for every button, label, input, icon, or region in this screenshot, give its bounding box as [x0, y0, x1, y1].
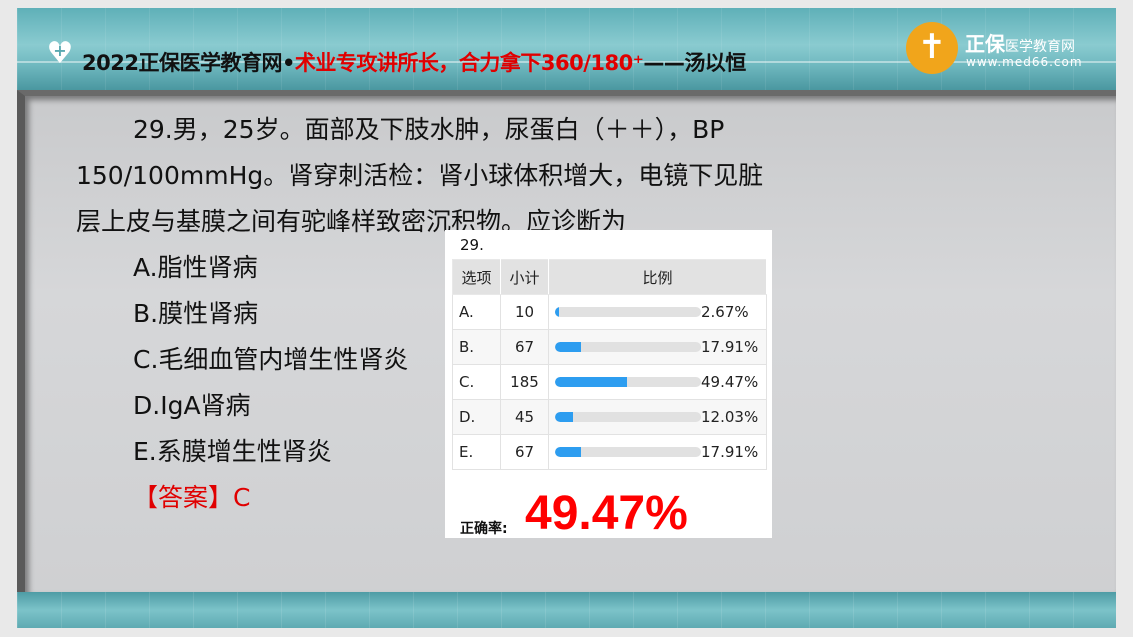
- ratio-bar: [555, 342, 701, 353]
- row-option: A.: [452, 294, 501, 330]
- header-ratio: 比例: [548, 259, 767, 295]
- brand-url: www.med66.com: [966, 55, 1083, 69]
- ratio-bar: [555, 447, 701, 458]
- table-row: C. 185 49.47%: [452, 364, 767, 400]
- results-table: 选项 小计 比例 A. 10 2.67% B. 67 17.91% C. 185 4…: [452, 259, 767, 470]
- poll-question-number: 29.: [460, 236, 484, 254]
- title-author: ——汤以恒: [643, 51, 746, 75]
- ratio-percent: 17.91%: [701, 443, 759, 462]
- row-option: E.: [452, 434, 501, 470]
- option-e: E.系膜增生性肾炎: [133, 437, 332, 466]
- row-count: 67: [500, 434, 549, 470]
- banner-line: [17, 61, 1116, 63]
- row-ratio: 17.91%: [548, 434, 767, 470]
- table-row: D. 45 12.03%: [452, 399, 767, 435]
- table-row: A. 10 2.67%: [452, 294, 767, 330]
- row-ratio: 49.47%: [548, 364, 767, 400]
- title-prefix: 2022正保医学教育网•: [82, 51, 295, 75]
- header-option: 选项: [452, 259, 501, 295]
- question-line-2: 150/100mmHg。肾穿刺活检：肾小球体积增大，电镜下见脏: [76, 161, 764, 190]
- question-line-1: 29.男，25岁。面部及下肢水肿，尿蛋白（＋＋），BP: [133, 115, 725, 144]
- ratio-percent: 2.67%: [701, 303, 749, 322]
- ratio-bar: [555, 377, 701, 388]
- ratio-bar-fill: [555, 412, 573, 423]
- ratio-bar: [555, 307, 701, 318]
- brand-name: 正保医学教育网: [965, 28, 1075, 57]
- row-ratio: 17.91%: [548, 329, 767, 365]
- ratio-bar-fill: [555, 342, 582, 353]
- option-c: C.毛细血管内增生性肾炎: [133, 345, 409, 374]
- row-ratio: 2.67%: [548, 294, 767, 330]
- row-ratio: 12.03%: [548, 399, 767, 435]
- header-count: 小计: [500, 259, 549, 295]
- row-option: B.: [452, 329, 501, 365]
- ratio-percent: 12.03%: [701, 408, 759, 427]
- row-option: C.: [452, 364, 501, 400]
- row-count: 185: [500, 364, 549, 400]
- ratio-bar-fill: [555, 377, 628, 388]
- row-count: 10: [500, 294, 549, 330]
- answer: 【答案】C: [133, 483, 251, 512]
- page-title: 2022正保医学教育网•术业专攻讲所长，合力拿下360/180⁺——汤以恒: [82, 47, 746, 77]
- option-a: A.脂性肾病: [133, 253, 258, 282]
- accuracy-value: 49.47%: [525, 487, 688, 540]
- brand-sub: 医学教育网: [1005, 39, 1075, 55]
- table-row: B. 67 17.91%: [452, 329, 767, 365]
- ratio-bar: [555, 412, 701, 423]
- option-b: B.膜性肾病: [133, 299, 259, 328]
- row-option: D.: [452, 399, 501, 435]
- ratio-percent: 17.91%: [701, 338, 759, 357]
- table-row: E. 67 17.91%: [452, 434, 767, 470]
- row-count: 67: [500, 329, 549, 365]
- brand-main: 正保: [965, 32, 1005, 56]
- accuracy-label: 正确率:: [460, 521, 508, 537]
- footer-strip: [17, 592, 1116, 628]
- logo-icon: ✝: [906, 22, 958, 74]
- option-d: D.IgA肾病: [133, 391, 251, 420]
- ratio-bar-fill: [555, 447, 582, 458]
- poll-results: 29. 选项 小计 比例 A. 10 2.67% B. 67 17.91% C. 1…: [445, 230, 772, 540]
- heart-cross-icon: ♥ +: [46, 36, 74, 71]
- row-count: 45: [500, 399, 549, 435]
- title-slogan: 术业专攻讲所长，合力拿下360/180⁺: [294, 51, 644, 75]
- ratio-bar-fill: [555, 307, 559, 318]
- ratio-percent: 49.47%: [701, 373, 759, 392]
